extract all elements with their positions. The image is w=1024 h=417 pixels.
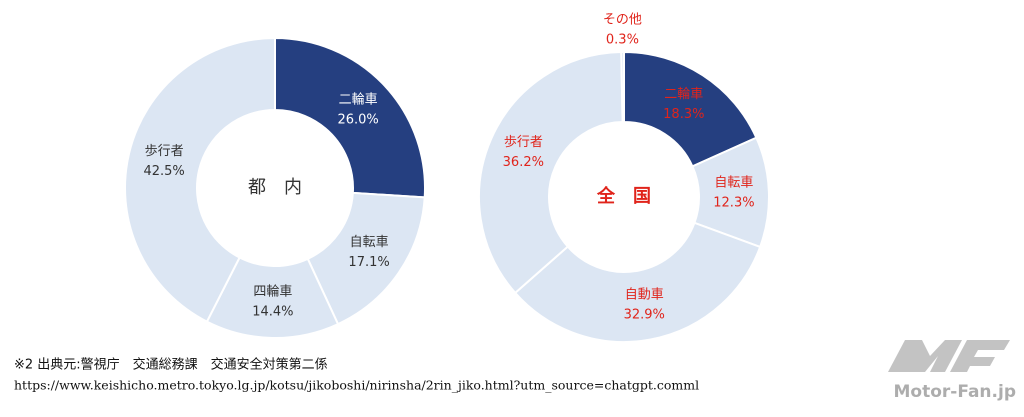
center-label: 都 内	[248, 177, 302, 198]
slice-value-label: 26.0%	[337, 112, 378, 127]
footnote-url: https://www.keishicho.metro.tokyo.lg.jp/…	[14, 378, 699, 393]
donut-slice	[513, 221, 762, 343]
slice-value-label: 42.5%	[143, 164, 184, 179]
slice-label: 歩行者	[504, 135, 543, 150]
slice-label: 自転車	[350, 235, 389, 250]
center-label: 全 国	[596, 185, 651, 207]
logo	[888, 340, 1010, 372]
donut-slice	[620, 50, 625, 124]
slice-label: 歩行者	[145, 144, 184, 159]
slice-value-label: 32.9%	[624, 308, 665, 323]
slice-label: 二輪車	[664, 86, 703, 102]
slice-value-label: 12.3%	[713, 196, 754, 211]
slice-value-label: 17.1%	[348, 255, 389, 270]
slice-value-label: 36.2%	[503, 155, 544, 170]
slice-label: 自動車	[625, 288, 664, 303]
donut-slice	[124, 36, 276, 323]
donut-slice	[478, 51, 624, 295]
slice-value-label: 14.4%	[252, 304, 293, 319]
donut-slice	[623, 50, 758, 168]
slice-label: 四輪車	[253, 283, 292, 299]
slice-label: 二輪車	[339, 91, 378, 107]
donut-slice	[274, 36, 426, 199]
logo-mark	[888, 340, 1010, 372]
slice-label: その他	[603, 13, 642, 28]
watermark: Motor-Fan.jp	[894, 382, 1017, 402]
slice-value-label: 0.3%	[606, 33, 639, 48]
footnote-source: ※2 出典元:警視庁 交通総務課 交通安全対策第二係	[14, 357, 328, 373]
slice-value-label: 18.3%	[663, 107, 704, 122]
slice-label: 自転車	[714, 176, 753, 191]
